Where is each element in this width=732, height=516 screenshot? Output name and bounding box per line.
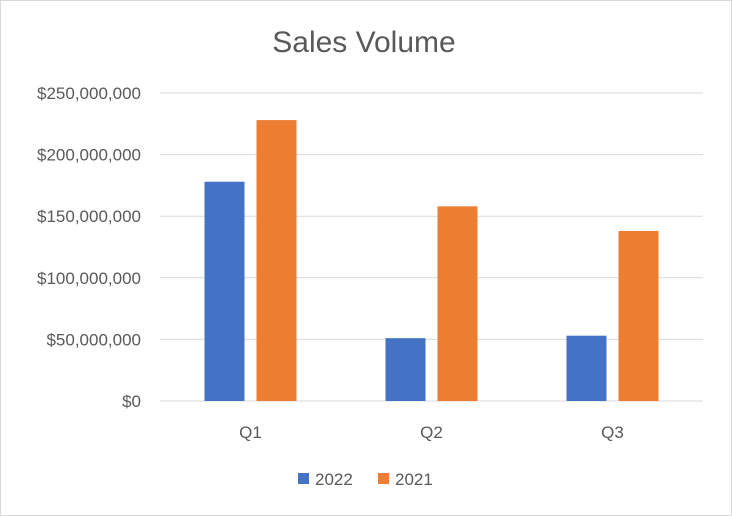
y-axis-labels: $0 $50,000,000 $100,000,000 $150,000,000 $20… [37, 84, 141, 411]
x-axis-labels: Q1 Q2 Q3 [239, 423, 624, 442]
legend-swatch-2022 [298, 473, 309, 484]
bar-2022-q2 [385, 338, 426, 401]
bars [204, 120, 659, 401]
y-tick-label: $150,000,000 [37, 207, 141, 226]
legend-label-2022: 2022 [315, 470, 353, 489]
gridlines [160, 92, 703, 402]
legend-swatch-2021 [378, 473, 389, 484]
bar-2021-q3 [618, 230, 659, 401]
y-tick-label: $0 [122, 392, 141, 411]
x-tick-label: Q2 [420, 423, 443, 442]
legend-label-2021: 2021 [395, 470, 433, 489]
bar-2021-q2 [437, 206, 478, 401]
bar-2021-q1 [256, 120, 297, 401]
y-tick-label: $250,000,000 [37, 84, 141, 103]
legend: 2022 2021 [298, 470, 433, 489]
bar-2022-q3 [566, 335, 607, 401]
x-tick-label: Q3 [601, 423, 624, 442]
x-tick-label: Q1 [239, 423, 262, 442]
y-tick-label: $100,000,000 [37, 269, 141, 288]
y-tick-label: $200,000,000 [37, 146, 141, 165]
bar-2022-q1 [204, 181, 245, 401]
chart-title: Sales Volume [272, 26, 455, 59]
y-tick-label: $50,000,000 [46, 330, 141, 349]
